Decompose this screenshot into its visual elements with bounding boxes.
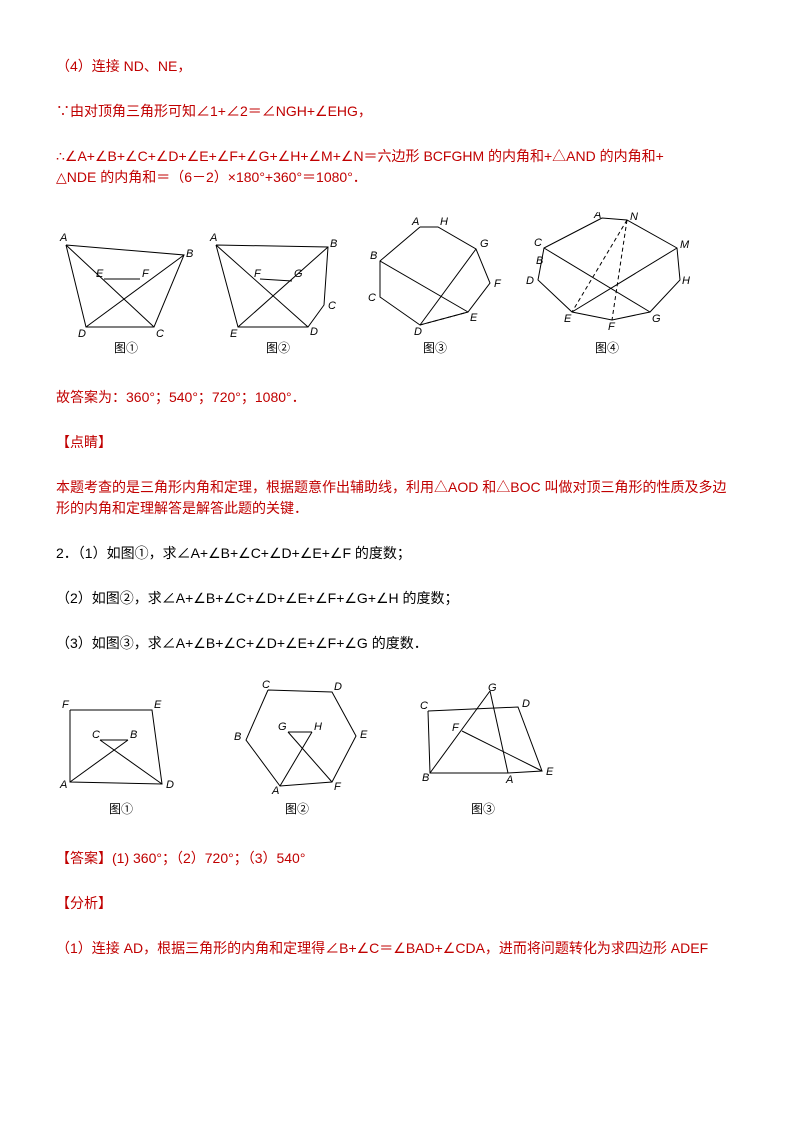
lbl4-E: E: [564, 313, 572, 325]
figure-4: A N M H G F E D C B 图④: [522, 212, 692, 357]
q2-part3: （3）如图③，求∠A+∠B+∠C+∠D+∠E+∠F+∠G 的度数．: [56, 633, 738, 654]
lbl3-H: H: [440, 217, 448, 228]
lb3-B: B: [422, 772, 429, 784]
lb3-C: C: [420, 700, 428, 712]
lbl4-A: A: [593, 212, 601, 221]
lbl3-G: G: [480, 238, 489, 250]
lbl2-A: A: [209, 232, 217, 244]
lb1-C: C: [92, 729, 100, 741]
lbl2-E: E: [230, 328, 238, 337]
lbl-F: F: [142, 268, 150, 280]
answer-line: 【答案】(1) 360°；（2）720°；（3）540°: [56, 848, 738, 869]
conclusion-part-a: ∴∠A+∠B+∠C+∠D+∠E+∠F+∠G+∠H+∠M+∠N＝六边形 BCFGH…: [56, 148, 664, 164]
q2-part2: （2）如图②，求∠A+∠B+∠C+∠D+∠E+∠F+∠G+∠H 的度数；: [56, 588, 738, 609]
lb1-D: D: [166, 779, 174, 791]
lbl4-M: M: [680, 239, 690, 251]
lb2-D: D: [334, 681, 342, 693]
lbl3-C: C: [368, 292, 376, 304]
lbl4-N: N: [630, 212, 638, 223]
lbl2-C: C: [328, 300, 336, 312]
lbl-E: E: [96, 268, 104, 280]
lb3-D: D: [522, 698, 530, 710]
lb3-A: A: [505, 774, 513, 786]
lbl-C: C: [156, 328, 164, 337]
figure-b2: C D E F A B G H 图②: [222, 678, 372, 818]
q2-part1: 2．（1）如图①，求∠A+∠B+∠C+∠D+∠E+∠F 的度数；: [56, 543, 738, 564]
lbl2-F: F: [254, 268, 262, 280]
fenxi-header: 【分析】: [56, 893, 738, 914]
lb3-G: G: [488, 683, 497, 694]
figure-row-1: A B C D E F 图① A B C D E: [56, 212, 738, 357]
lbl3-B: B: [370, 250, 377, 262]
figure-1-caption: 图①: [56, 339, 196, 357]
figure-b1: F E D A B C 图①: [56, 688, 186, 818]
lbl-A: A: [59, 232, 67, 244]
figure-2: A B C D E F G 图②: [208, 227, 348, 357]
final-answer: 故答案为：360°；540°；720°；1080°．: [56, 387, 738, 408]
lbl3-F: F: [494, 278, 502, 290]
lbl3-E: E: [470, 312, 478, 324]
lbl3-A: A: [411, 217, 419, 228]
lb1-B: B: [130, 729, 137, 741]
lb3-F: F: [452, 722, 460, 734]
lb2-B: B: [234, 731, 241, 743]
lbl-B: B: [186, 248, 193, 260]
dianjing-body: 本题考查的是三角形内角和定理，根据题意作出辅助线，利用△AOD 和△BOC 叫做…: [56, 477, 738, 519]
figure-row-2: F E D A B C 图① C D E F A B: [56, 678, 738, 818]
figure-3-caption: 图③: [360, 339, 510, 357]
lbl4-B: B: [536, 255, 543, 267]
lbl3-D: D: [414, 326, 422, 337]
lb2-E: E: [360, 729, 368, 741]
conclusion-line: ∴∠A+∠B+∠C+∠D+∠E+∠F+∠G+∠H+∠M+∠N＝六边形 BCFGH…: [56, 146, 738, 188]
lbl4-G: G: [652, 313, 661, 325]
lb2-G: G: [278, 721, 287, 733]
lb2-F: F: [334, 781, 342, 793]
lb2-C: C: [262, 679, 270, 691]
lbl2-G: G: [294, 268, 303, 280]
figure-1: A B C D E F 图①: [56, 227, 196, 357]
reason-line: ∵由对顶角三角形可知∠1+∠2＝∠NGH+∠EHG，: [56, 101, 738, 122]
conclusion-part-b: △NDE 的内角和＝（6－2）×180°+360°＝1080°．: [56, 169, 367, 185]
lbl4-F: F: [608, 321, 616, 333]
lb3-E: E: [546, 766, 554, 778]
lbl4-H: H: [682, 275, 690, 287]
lbl4-D: D: [526, 275, 534, 287]
figure-3: A H G F E D C B 图③: [360, 217, 510, 357]
lb2-A: A: [271, 785, 279, 797]
figure-2-caption: 图②: [208, 339, 348, 357]
lbl4-C: C: [534, 237, 542, 249]
step-4-intro: （4）连接 ND、NE，: [56, 56, 738, 77]
figure-b3: C D E A B G F 图③: [408, 683, 558, 818]
figure-b1-caption: 图①: [56, 800, 186, 818]
fenxi-body-1: （1）连接 AD，根据三角形的内角和定理得∠B+∠C＝∠BAD+∠CDA，进而将…: [56, 938, 738, 959]
figure-b3-caption: 图③: [408, 800, 558, 818]
lb1-E: E: [154, 699, 162, 711]
figure-4-caption: 图④: [522, 339, 692, 357]
lb2-H: H: [314, 721, 322, 733]
lbl-D: D: [78, 328, 86, 337]
lb1-F: F: [62, 699, 70, 711]
lbl2-B: B: [330, 238, 337, 250]
dianjing-header: 【点睛】: [56, 432, 738, 453]
lb1-A: A: [59, 779, 67, 791]
figure-b2-caption: 图②: [222, 800, 372, 818]
lbl2-D: D: [310, 326, 318, 337]
